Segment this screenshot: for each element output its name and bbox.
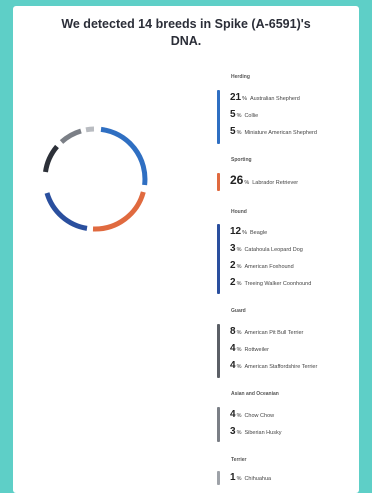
- group-header-herding: Herding: [231, 74, 250, 80]
- percent-sign: %: [242, 96, 248, 102]
- percent-sign: %: [236, 364, 242, 370]
- breed-percent: 8: [230, 326, 236, 337]
- percent-sign: %: [236, 113, 242, 119]
- donut-segment-hound: [44, 192, 88, 231]
- group-bar-hound: [217, 224, 220, 294]
- title-line-1: We detected 14 breeds in Spike (A-6591)'…: [61, 17, 311, 31]
- breed-percent: 4: [230, 360, 236, 371]
- percent-sign: %: [236, 476, 242, 482]
- page-title: We detected 14 breeds in Spike (A-6591)'…: [13, 16, 359, 50]
- breed-percent: 21: [230, 92, 242, 103]
- breed-name: Miniature American Shepherd: [244, 130, 317, 136]
- group-bar-herding: [217, 90, 220, 144]
- donut-segment-sporting: [92, 191, 146, 232]
- breed-row: 3% Siberian Husky: [230, 426, 281, 437]
- group-header-terrier: Terrier: [231, 457, 247, 463]
- breed-row: 4% American Staffordshire Terrier: [230, 360, 317, 371]
- percent-sign: %: [236, 281, 242, 287]
- breed-percent: 12: [230, 226, 242, 237]
- breed-percent: 5: [230, 109, 236, 120]
- group-bar-sporting: [217, 173, 220, 191]
- breed-row: 21% Australian Shepherd: [230, 92, 300, 103]
- donut-segment-guard: [43, 144, 59, 173]
- breed-row: 4% Rottweiler: [230, 343, 269, 354]
- group-bar-asian: [217, 407, 220, 442]
- group-header-guard: Guard: [231, 308, 246, 314]
- breed-percent: 2: [230, 260, 236, 271]
- breed-name: Australian Shepherd: [250, 96, 300, 102]
- breed-row: 12% Beagle: [230, 226, 267, 237]
- donut-segment-asian: [59, 128, 82, 144]
- breed-name: Chihuahua: [244, 476, 272, 482]
- results-card: We detected 14 breeds in Spike (A-6591)'…: [13, 6, 359, 493]
- breed-name: Labrador Retriever: [252, 180, 299, 186]
- group-header-sporting: Sporting: [231, 157, 252, 163]
- breed-percent: 26: [230, 173, 244, 187]
- breed-name: American Pit Bull Terrier: [244, 330, 304, 336]
- breed-row: 5% Miniature American Shepherd: [230, 126, 317, 137]
- breed-percent: 4: [230, 409, 236, 420]
- percent-sign: %: [236, 130, 242, 136]
- percent-sign: %: [236, 330, 242, 336]
- breed-name: American Foxhound: [244, 264, 294, 270]
- breed-row: 5% Collie: [230, 109, 258, 120]
- group-header-asian: Asian and Oceanian: [231, 391, 279, 397]
- percent-sign: %: [236, 430, 242, 436]
- breed-row: 3% Catahoula Leopard Dog: [230, 243, 303, 254]
- percent-sign: %: [242, 230, 248, 236]
- breed-row: 8% American Pit Bull Terrier: [230, 326, 303, 337]
- group-bar-terrier: [217, 471, 220, 485]
- breed-name: Treeing Walker Coonhound: [244, 281, 312, 287]
- breed-percent: 4: [230, 343, 236, 354]
- breed-percent: 2: [230, 277, 236, 288]
- percent-sign: %: [236, 347, 242, 353]
- percent-sign: %: [236, 413, 242, 419]
- breed-name: American Staffordshire Terrier: [244, 364, 318, 370]
- donut-segment-herding: [100, 126, 148, 186]
- breed-row: 1% Chihuahua: [230, 472, 271, 483]
- title-line-2: DNA.: [170, 34, 202, 48]
- breed-percent: 3: [230, 426, 236, 437]
- breed-donut-chart: [43, 126, 148, 232]
- breed-row: 2% Treeing Walker Coonhound: [230, 277, 311, 288]
- donut-segment-terrier: [85, 126, 95, 133]
- percent-sign: %: [236, 264, 242, 270]
- breed-name: Chow Chow: [244, 413, 275, 419]
- breed-percent: 1: [230, 472, 236, 483]
- breed-row: 2% American Foxhound: [230, 260, 294, 271]
- breed-name: Rottweiler: [244, 347, 269, 353]
- group-bar-guard: [217, 324, 220, 378]
- group-header-hound: Hound: [231, 209, 247, 215]
- breed-name: Beagle: [250, 230, 268, 236]
- breed-percent: 3: [230, 243, 236, 254]
- breed-name: Catahoula Leopard Dog: [244, 247, 303, 253]
- breed-name: Collie: [244, 113, 259, 119]
- breed-row: 4% Chow Chow: [230, 409, 274, 420]
- breed-row: 26% Labrador Retriever: [230, 173, 298, 187]
- percent-sign: %: [244, 180, 250, 186]
- breed-name: Siberian Husky: [244, 430, 282, 436]
- percent-sign: %: [236, 247, 242, 253]
- breed-percent: 5: [230, 126, 236, 137]
